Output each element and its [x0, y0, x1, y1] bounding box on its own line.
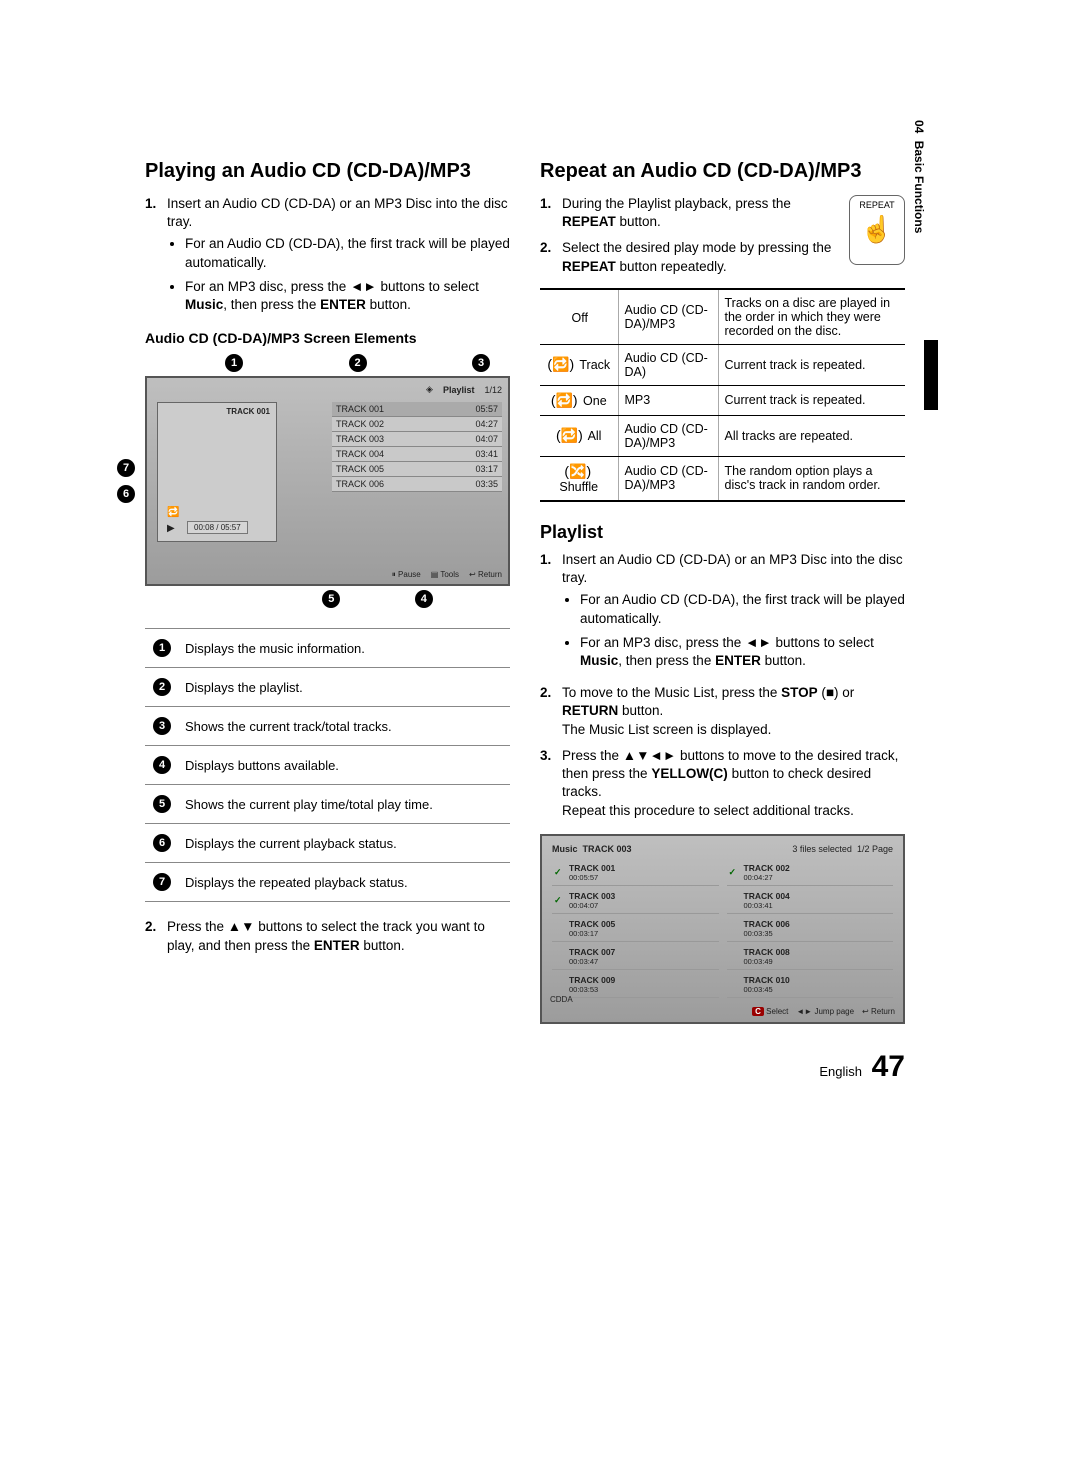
music-cell: ✓TRACK 00300:04:07	[552, 888, 719, 914]
repeat-status-icon: 🔁	[167, 507, 179, 518]
play-time: 00:08 / 05:57	[187, 521, 248, 534]
callout-5: 5	[322, 590, 340, 608]
repeat-modes-table: OffAudio CD (CD-DA)/MP3Tracks on a disc …	[540, 288, 905, 502]
screen-elements-heading: Audio CD (CD-DA)/MP3 Screen Elements	[145, 330, 510, 346]
step-number: 2.	[540, 684, 562, 739]
select-tag: C	[752, 1007, 764, 1016]
step-number: 1.	[540, 195, 562, 231]
music-cell: TRACK 00600:03:35	[727, 916, 894, 942]
track-row: TRACK 00603:35	[332, 477, 502, 492]
playlist-icon: ◈	[426, 384, 433, 395]
player-screenshot: ◈ Playlist 1/12 TRACK 001 🔁 ▶ 00:08 / 05…	[145, 376, 510, 586]
return-hint: ↩ Return	[862, 1007, 895, 1016]
step1-bullet-b: For an MP3 disc, press the ◄► buttons to…	[185, 278, 510, 314]
heading-repeat: Repeat an Audio CD (CD-DA)/MP3	[540, 160, 905, 183]
music-cell: TRACK 00800:03:49	[727, 944, 894, 970]
music-cell: TRACK 00400:03:41	[727, 888, 894, 914]
callout-7: 7	[117, 459, 135, 477]
heading-playlist: Playlist	[540, 522, 905, 543]
heading-playing: Playing an Audio CD (CD-DA)/MP3	[145, 160, 510, 183]
remote-label: REPEAT	[859, 200, 894, 210]
legend-row: 5Shows the current play time/total play …	[145, 785, 510, 824]
hand-icon: ☝	[850, 214, 904, 245]
music-cell: TRACK 00900:03:53	[552, 972, 719, 998]
legend-row: 6Displays the current playback status.	[145, 824, 510, 863]
remote-repeat-button: REPEAT ☝	[849, 195, 905, 265]
right-column: Repeat an Audio CD (CD-DA)/MP3 REPEAT ☝ …	[540, 160, 905, 1024]
callout-4: 4	[415, 590, 433, 608]
page-indicator: 1/2 Page	[857, 844, 893, 854]
music-list-screenshot: Music TRACK 003 3 files selected 1/2 Pag…	[540, 834, 905, 1024]
track-list: TRACK 00105:57TRACK 00204:27TRACK 00304:…	[332, 402, 502, 492]
legend-row: 3Shows the current track/total tracks.	[145, 707, 510, 746]
music-grid: ✓TRACK 00100:05:57 ✓TRACK 00200:04:27 ✓TRA…	[548, 860, 897, 998]
callout-2: 2	[349, 354, 367, 372]
playlist-label: Playlist	[443, 385, 475, 395]
callout-6: 6	[117, 485, 135, 503]
step-number: 3.	[540, 747, 562, 820]
track-row: TRACK 00105:57	[332, 402, 502, 417]
track-row: TRACK 00403:41	[332, 447, 502, 462]
music-track: TRACK 003	[583, 844, 632, 854]
track-counter: 1/12	[484, 385, 502, 395]
step-number: 2.	[145, 918, 167, 954]
track-row: TRACK 00204:27	[332, 417, 502, 432]
return-hint: ↩ Return	[469, 570, 502, 580]
music-cell: ✓TRACK 00100:05:57	[552, 860, 719, 886]
chapter-label: Basic Functions	[912, 141, 926, 234]
music-cell: TRACK 00700:03:47	[552, 944, 719, 970]
music-cell: TRACK 00500:03:17	[552, 916, 719, 942]
mode-row: (🔁) AllAudio CD (CD-DA)/MP3All tracks ar…	[540, 415, 905, 456]
thumb-tab	[924, 340, 938, 410]
step-number: 2.	[540, 239, 562, 275]
mode-row: (🔁) TrackAudio CD (CD-DA)Current track i…	[540, 344, 905, 385]
music-cell: ✓TRACK 00200:04:27	[727, 860, 894, 886]
legend-row: 4Displays buttons available.	[145, 746, 510, 785]
music-title: Music	[552, 844, 578, 854]
play-status-icon: ▶	[167, 523, 175, 534]
music-cell: TRACK 01000:03:45	[727, 972, 894, 998]
step1-text: Insert an Audio CD (CD-DA) or an MP3 Dis…	[167, 196, 508, 229]
legend-row: 1Displays the music information.	[145, 629, 510, 668]
chapter-number: 04	[912, 120, 926, 133]
lang-label: English	[819, 1064, 862, 1079]
legend-row: 7Displays the repeated playback status.	[145, 863, 510, 902]
track-row: TRACK 00304:07	[332, 432, 502, 447]
left-column: Playing an Audio CD (CD-DA)/MP3 1. Inser…	[145, 160, 510, 1024]
legend-row: 2Displays the playlist.	[145, 668, 510, 707]
cdda-label: CDDA	[550, 995, 573, 1004]
track-row: TRACK 00503:17	[332, 462, 502, 477]
page-footer: English 47	[819, 1050, 905, 1084]
files-selected: 3 files selected	[792, 844, 852, 854]
legend-table: 1Displays the music information.2Display…	[145, 628, 510, 902]
mode-row: OffAudio CD (CD-DA)/MP3Tracks on a disc …	[540, 289, 905, 345]
mode-row: (🔀) ShuffleAudio CD (CD-DA)/MP3The rando…	[540, 456, 905, 501]
mode-row: (🔁) OneMP3Current track is repeated.	[540, 385, 905, 415]
step-number: 1.	[145, 195, 167, 320]
page-number: 47	[872, 1050, 905, 1083]
chapter-tab: 04 Basic Functions	[912, 120, 930, 233]
callout-3: 3	[472, 354, 490, 372]
step-number: 1.	[540, 551, 562, 676]
callout-1: 1	[225, 354, 243, 372]
tools-hint: ▤ Tools	[431, 570, 459, 580]
current-track: TRACK 001	[226, 407, 270, 416]
pause-hint: ⏸ Pause	[392, 570, 421, 580]
jump-hint: ◄► Jump page	[796, 1007, 854, 1016]
step1-bullet-a: For an Audio CD (CD-DA), the first track…	[185, 235, 510, 271]
